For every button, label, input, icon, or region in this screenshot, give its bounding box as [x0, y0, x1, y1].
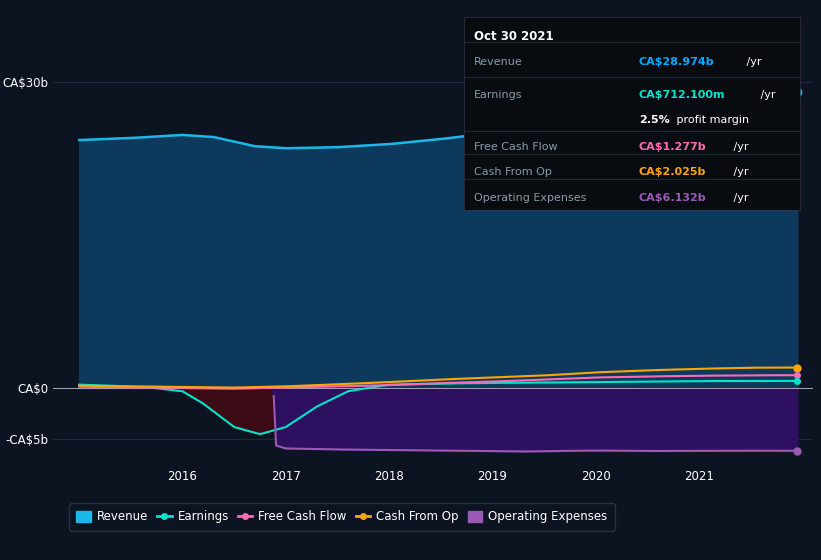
Text: Revenue: Revenue [474, 57, 523, 67]
Text: /yr: /yr [757, 90, 775, 100]
Text: /yr: /yr [730, 142, 748, 152]
Text: profit margin: profit margin [672, 115, 749, 125]
Text: CA$2.025b: CA$2.025b [639, 167, 706, 178]
Text: CA$28.974b: CA$28.974b [639, 57, 714, 67]
Text: /yr: /yr [743, 57, 762, 67]
Text: /yr: /yr [730, 193, 748, 203]
Text: CA$712.100m: CA$712.100m [639, 90, 726, 100]
Text: CA$1.277b: CA$1.277b [639, 142, 707, 152]
Text: CA$6.132b: CA$6.132b [639, 193, 707, 203]
Text: Earnings: Earnings [474, 90, 522, 100]
Text: Oct 30 2021: Oct 30 2021 [474, 30, 553, 43]
Text: Operating Expenses: Operating Expenses [474, 193, 586, 203]
Legend: Revenue, Earnings, Free Cash Flow, Cash From Op, Operating Expenses: Revenue, Earnings, Free Cash Flow, Cash … [69, 503, 615, 530]
Text: 2.5%: 2.5% [639, 115, 670, 125]
Text: Cash From Op: Cash From Op [474, 167, 552, 178]
Text: Free Cash Flow: Free Cash Flow [474, 142, 557, 152]
Text: /yr: /yr [730, 167, 748, 178]
